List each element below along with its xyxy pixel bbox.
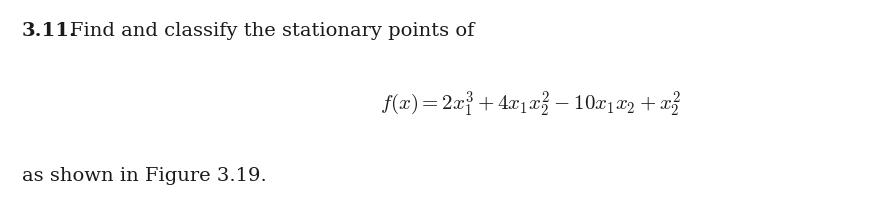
Text: $f(x) = 2x_1^3 + 4x_1x_2^2 - 10x_1x_2 + x_2^2$: $f(x) = 2x_1^3 + 4x_1x_2^2 - 10x_1x_2 + … <box>379 89 679 117</box>
Text: as shown in Figure 3.19.: as shown in Figure 3.19. <box>22 166 266 184</box>
Text: Find and classify the stationary points of: Find and classify the stationary points … <box>70 22 474 40</box>
Text: 3.11.: 3.11. <box>22 22 77 40</box>
